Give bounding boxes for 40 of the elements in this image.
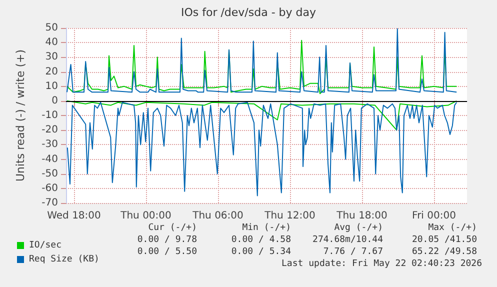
y-tick-label: -40 [42,154,58,165]
y-tick-label: -60 [42,182,58,194]
x-tick-label: Thu 12:00 [264,210,316,222]
line-series [66,102,458,196]
y-tick-label: 10 [45,80,58,92]
y-tick-label: 20 [45,66,58,78]
x-tick-label: Thu 00:00 [120,210,172,222]
text: 20.05 /41.50 [412,235,477,245]
text: 0.00 / 5.34 [231,247,291,257]
y-tick-label: 30 [45,52,58,63]
x-tick-label: Wed 18:00 [47,210,101,222]
line-series [66,40,458,94]
y-tick-label: 40 [45,37,58,48]
line-series [66,28,458,93]
y-tick-label: -50 [42,168,58,180]
y-tick-label: 50 [45,22,58,34]
y-tick-label: -10 [42,110,58,121]
text: 0.00 / 5.50 [137,247,197,257]
text: Last update: Fri May 22 02:40:23 2026 [282,259,482,269]
text: 0.00 / 4.58 [231,235,291,245]
text: 65.22 /49.58 [412,247,477,257]
y-tick-label: 0 [52,95,58,106]
chart-title: IOs for /dev/sda - by day [180,6,317,19]
text: 0.00 / 9.78 [137,235,197,245]
x-tick-label: Thu 06:00 [192,210,244,222]
y-tick-label: -20 [42,124,58,136]
legend-label: IO/sec [29,240,62,250]
y-tick-label: -30 [42,139,58,150]
x-tick-label: Thu 18:00 [336,210,388,222]
text: Max (-/+) [428,223,477,233]
line-series [66,100,458,131]
text: 7.76 / 7.67 [323,247,383,257]
legend-label: Req Size (KB) [29,254,100,264]
y-tick-label: -70 [42,198,58,208]
text: 274.68m/10.44 [312,235,383,245]
text: Avg (-/+) [334,223,383,233]
x-tick-label: Fri 00:00 [412,210,456,222]
text: Cur (-/+) [148,223,197,233]
y-axis-title: Units read (-) / write (+) [14,49,27,182]
text: Min (-/+) [242,223,291,233]
